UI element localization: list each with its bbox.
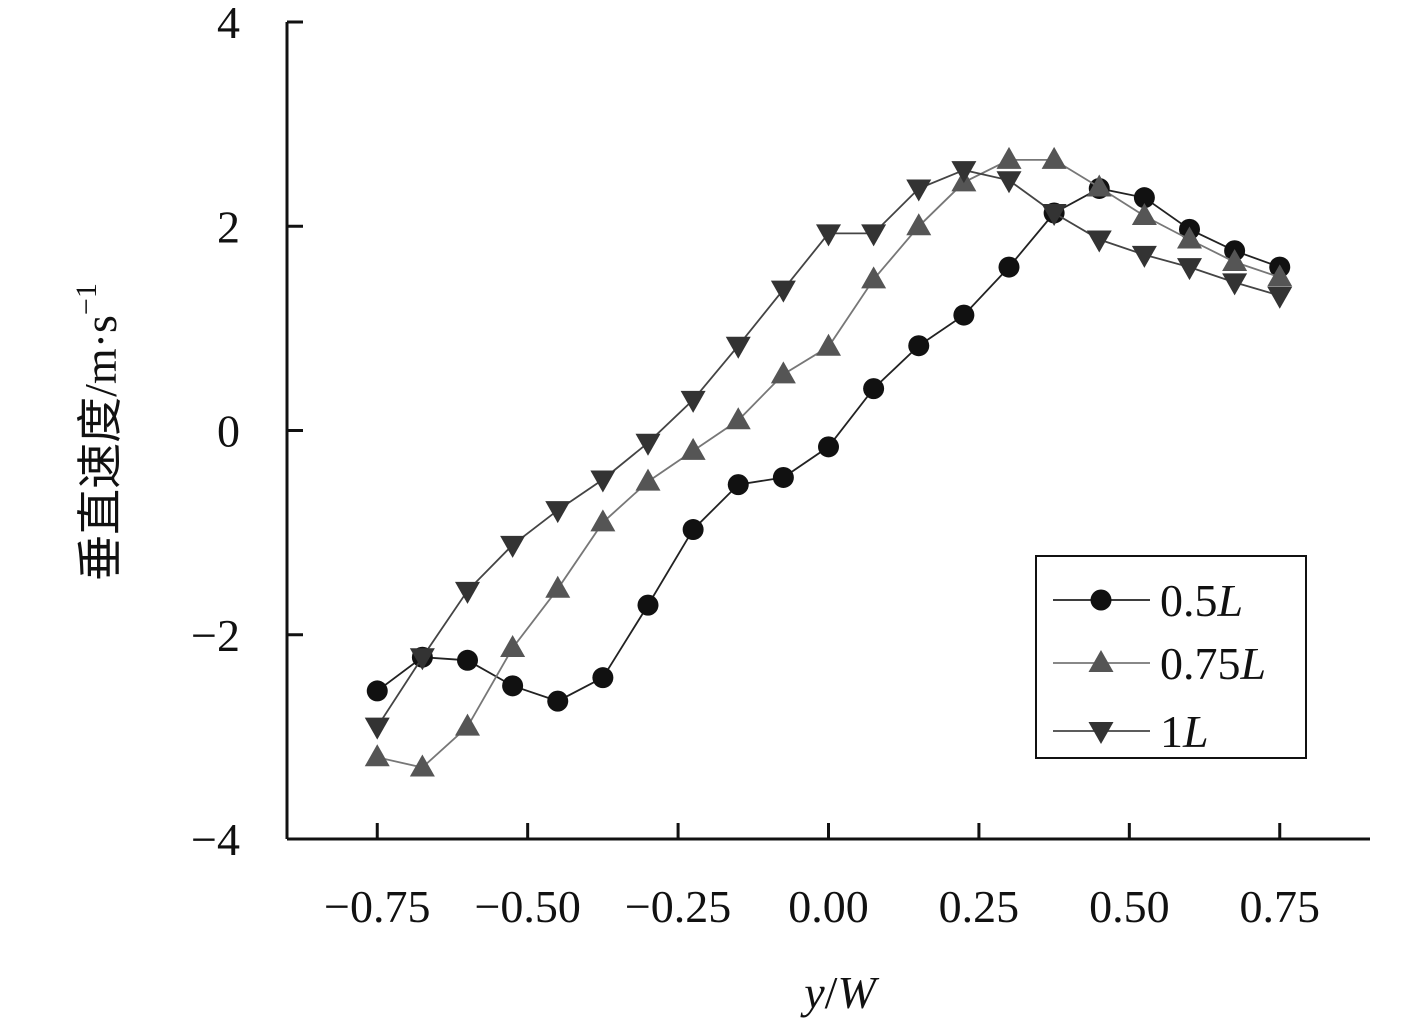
data-point xyxy=(1267,264,1293,287)
data-point xyxy=(547,690,569,712)
data-point xyxy=(682,519,704,541)
data-point xyxy=(590,470,616,493)
legend-box xyxy=(1035,555,1307,759)
data-point xyxy=(951,161,977,184)
data-point xyxy=(635,468,661,491)
y-axis-title-sup: −1 xyxy=(70,283,103,315)
data-point xyxy=(1177,258,1202,281)
series-3 xyxy=(364,161,1293,740)
x-axis-title: y/W xyxy=(800,967,879,1018)
x-axis-title-slash: / xyxy=(825,967,838,1018)
data-point xyxy=(366,680,388,702)
data-point xyxy=(861,224,887,247)
data-point xyxy=(1131,245,1157,268)
data-point xyxy=(500,635,526,658)
data-point xyxy=(364,744,390,767)
data-point xyxy=(996,171,1022,194)
x-tick-label: 0.75 xyxy=(1240,881,1321,932)
data-point xyxy=(680,390,706,413)
y-axis-title-main: 垂直速度/m·s xyxy=(75,315,126,581)
data-point xyxy=(500,535,526,558)
data-point xyxy=(455,713,480,736)
data-point xyxy=(1131,203,1157,226)
legend-marker xyxy=(1088,722,1114,744)
data-point xyxy=(725,336,751,359)
x-tick-label: 0.50 xyxy=(1089,881,1170,932)
y-axis-title: 垂直速度/m·s−1 xyxy=(70,283,126,581)
data-point xyxy=(953,304,975,326)
data-point xyxy=(1086,174,1112,197)
legend-marker xyxy=(1090,589,1112,611)
data-point xyxy=(816,224,841,247)
data-point xyxy=(1267,286,1293,309)
legend-item: 1L xyxy=(1053,706,1209,757)
data-point xyxy=(1222,273,1248,296)
data-point xyxy=(1041,146,1067,169)
data-point xyxy=(545,501,571,524)
data-point xyxy=(996,146,1022,169)
legend-label: 1L xyxy=(1160,706,1209,757)
x-tick-label: −0.75 xyxy=(324,881,430,932)
data-point xyxy=(770,280,796,303)
data-point xyxy=(998,256,1020,278)
x-tick-label: −0.25 xyxy=(625,881,731,932)
data-point xyxy=(1177,226,1202,249)
data-point xyxy=(861,266,887,289)
data-point xyxy=(863,378,885,400)
data-point xyxy=(727,474,749,496)
x-axis-title-var2: W xyxy=(837,967,879,1018)
data-point xyxy=(725,407,751,430)
y-tick-label: −2 xyxy=(191,610,240,661)
legend-item: 0.5L xyxy=(1053,575,1243,626)
data-point xyxy=(502,675,524,697)
data-point xyxy=(455,581,480,604)
y-tick-label: −4 xyxy=(191,814,240,865)
data-point xyxy=(680,437,706,460)
x-tick-label: −0.50 xyxy=(474,881,580,932)
data-point xyxy=(592,667,614,689)
y-tick-label: 0 xyxy=(217,406,240,457)
data-point xyxy=(906,179,932,202)
data-point xyxy=(908,335,930,357)
legend-label: 0.75L xyxy=(1160,638,1266,689)
data-point xyxy=(906,213,932,236)
data-point xyxy=(364,717,390,740)
data-point xyxy=(1086,230,1112,253)
legend-marker xyxy=(1088,650,1114,672)
data-point xyxy=(637,594,659,616)
y-tick-label: 4 xyxy=(217,0,240,48)
data-point xyxy=(1133,187,1155,209)
data-point xyxy=(409,754,435,777)
x-axis-title-var1: y xyxy=(800,967,825,1018)
data-point xyxy=(635,433,661,456)
legend: 0.5L 0.75L 1L xyxy=(1035,555,1307,759)
data-point xyxy=(818,436,839,458)
x-tick-label: 0.00 xyxy=(788,881,869,932)
data-point xyxy=(772,466,794,488)
data-point xyxy=(590,509,616,532)
data-point xyxy=(770,361,796,384)
data-point xyxy=(545,575,571,598)
legend-item: 0.75L xyxy=(1053,638,1266,689)
data-point xyxy=(816,333,841,356)
data-point xyxy=(1222,248,1248,271)
series-layer xyxy=(364,146,1293,777)
data-point xyxy=(1041,203,1067,226)
x-tick-label: 0.25 xyxy=(939,881,1020,932)
legend-label: 0.5L xyxy=(1160,575,1243,626)
axes: −4 −2 0 2 4 −0.75 −0.50 −0.25 0.00 0.25 0.50 0.75 xyxy=(191,0,1370,932)
y-tick-label: 2 xyxy=(217,201,240,252)
data-point xyxy=(457,649,478,671)
data-point xyxy=(409,648,435,671)
